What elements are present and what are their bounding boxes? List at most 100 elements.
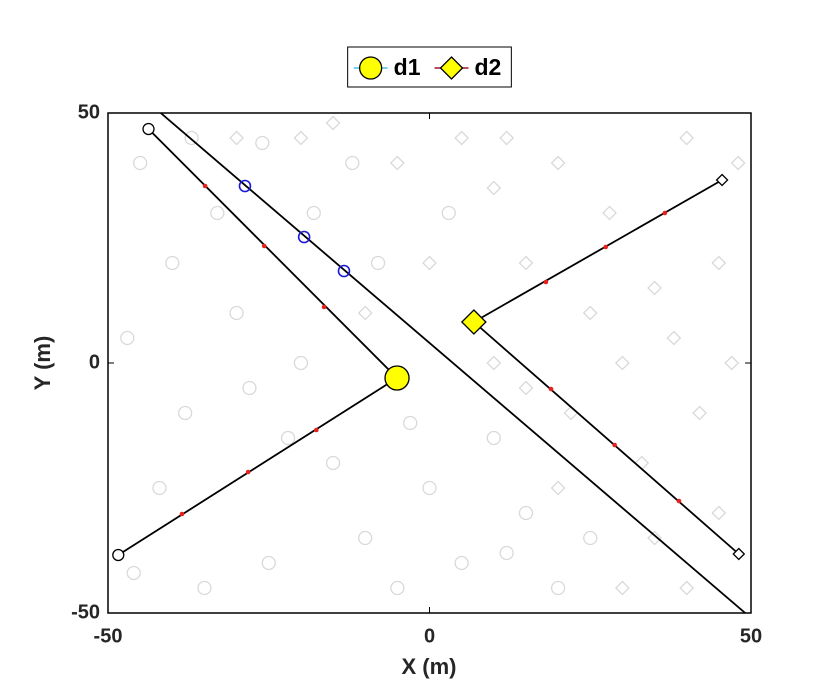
circle-marker	[548, 386, 554, 392]
circle-marker	[676, 498, 682, 504]
diamond-marker	[389, 155, 405, 171]
diamond-marker	[518, 255, 534, 271]
circle-marker	[370, 255, 386, 271]
circle-marker	[202, 183, 208, 189]
circle-marker	[314, 427, 319, 433]
diamond-marker	[550, 480, 566, 496]
circle-marker	[337, 264, 351, 278]
legend: d1 d2	[347, 46, 512, 88]
circle-marker	[306, 205, 321, 221]
circle-marker	[261, 555, 276, 571]
diamond-marker	[602, 205, 617, 221]
circle-marker	[184, 130, 199, 146]
circle-marker	[120, 330, 135, 346]
diamond-marker	[357, 305, 373, 321]
diamond-marker	[647, 280, 662, 296]
diamond-marker	[711, 505, 727, 521]
route-line	[160, 113, 746, 613]
diamond-marker	[499, 130, 515, 146]
circle-marker	[518, 505, 534, 521]
circle-marker	[612, 442, 617, 448]
y-tick-label: -50	[71, 601, 100, 623]
y-tick-label: 0	[89, 351, 100, 373]
diamond-marker	[550, 155, 566, 171]
circle-marker	[486, 430, 501, 446]
diamond-marker	[614, 355, 630, 371]
diamond-marker	[724, 355, 740, 371]
circle-marker	[384, 365, 410, 391]
legend-label: d2	[475, 54, 502, 80]
x-tick-label: -50	[94, 625, 123, 647]
diamond-marker	[486, 180, 502, 196]
diamond-marker	[730, 155, 746, 171]
circle-marker	[583, 530, 598, 546]
circle-marker	[132, 155, 148, 171]
circle-marker	[297, 230, 311, 244]
circle-marker	[499, 545, 514, 561]
circle-marker	[179, 511, 185, 517]
diamond-marker	[614, 580, 630, 596]
circle-marker	[321, 304, 327, 310]
diamond-marker	[692, 405, 707, 421]
circle-marker	[390, 580, 405, 596]
circle-marker	[543, 279, 549, 285]
diamond-marker	[422, 255, 437, 271]
circle-marker	[403, 415, 418, 431]
diamond-marker	[647, 530, 662, 546]
diamond-marker	[582, 305, 598, 321]
circle-marker	[359, 56, 383, 80]
y-tick-label: 50	[78, 101, 100, 123]
x-axis-label: X (m)	[402, 654, 457, 679]
circle-marker	[325, 455, 341, 471]
diamond-marker	[563, 405, 579, 421]
x-tick-label: 50	[740, 625, 762, 647]
diamond-marker	[679, 580, 695, 596]
circle-marker	[603, 244, 608, 250]
diamond-marker	[518, 380, 534, 396]
diamond-marker	[634, 455, 650, 471]
x-tick-label: 0	[424, 625, 435, 647]
circle-marker	[358, 530, 373, 546]
diamond-marker	[460, 309, 487, 335]
circle-marker	[238, 179, 252, 193]
diamond-marker	[715, 173, 729, 187]
circle-marker	[245, 469, 251, 475]
circle-marker	[441, 205, 456, 221]
diamond-marker	[325, 115, 341, 131]
circle-marker	[126, 565, 141, 581]
circle-marker	[210, 205, 225, 221]
circle-marker	[454, 555, 469, 571]
circle-marker	[550, 580, 566, 596]
circle-marker	[345, 155, 360, 171]
circle-marker	[662, 210, 668, 216]
circle-marker	[178, 405, 193, 421]
diamond-marker	[229, 130, 245, 146]
circle-marker	[142, 122, 155, 136]
diamond-marker	[666, 330, 682, 346]
route-line	[147, 128, 398, 379]
y-axis-label: Y (m)	[30, 336, 55, 391]
diamond-marker	[711, 255, 727, 271]
circle-marker	[197, 580, 212, 596]
circle-marker	[229, 305, 244, 321]
circle-marker	[112, 548, 125, 562]
diamond-marker	[439, 56, 464, 80]
diamond-marker	[454, 130, 470, 146]
circle-marker	[422, 480, 437, 496]
circle-marker	[255, 135, 270, 151]
circle-marker	[293, 355, 309, 371]
plot-area	[112, 113, 746, 613]
diamond-marker	[732, 547, 746, 561]
legend-label: d1	[394, 54, 421, 80]
circle-marker	[242, 380, 257, 396]
diamond-marker	[293, 130, 309, 146]
route-line	[117, 377, 398, 556]
circle-marker	[152, 480, 167, 496]
circle-marker	[261, 243, 267, 249]
route-line	[473, 179, 723, 323]
circle-marker	[280, 430, 296, 446]
diamond-marker	[679, 130, 695, 146]
diamond-marker	[486, 355, 502, 371]
route-line	[473, 321, 740, 555]
